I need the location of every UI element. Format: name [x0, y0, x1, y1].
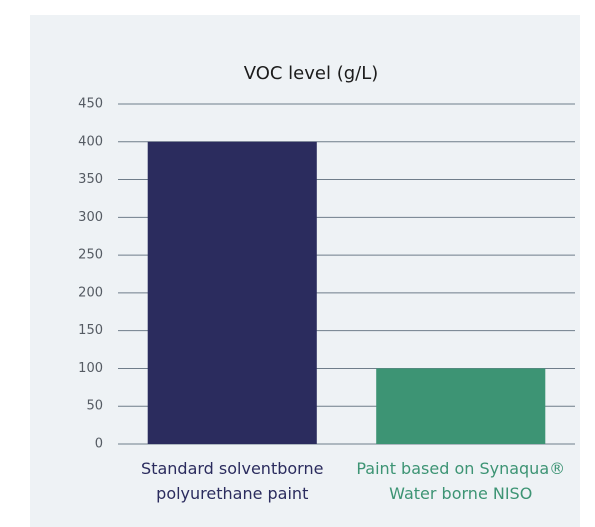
- y-tick-label: 150: [78, 323, 103, 338]
- y-tick-label: 200: [78, 285, 103, 300]
- y-tick-label: 450: [78, 97, 103, 112]
- y-tick-label: 350: [78, 172, 103, 187]
- chart-title: VOC level (g/L): [244, 63, 379, 84]
- y-tick-label: 250: [78, 248, 103, 263]
- y-tick-label: 400: [78, 134, 103, 149]
- y-tick-label: 300: [78, 210, 103, 225]
- x-tick-label: Standard solventborne polyurethane paint: [141, 459, 324, 503]
- bar: [147, 141, 317, 444]
- y-tick-label: 50: [86, 399, 103, 414]
- bar: [376, 368, 546, 444]
- x-tick-label: Paint based on Synaqua® Water borne NISO: [356, 459, 566, 503]
- y-tick-label: 0: [95, 437, 103, 452]
- y-tick-label: 100: [78, 361, 103, 376]
